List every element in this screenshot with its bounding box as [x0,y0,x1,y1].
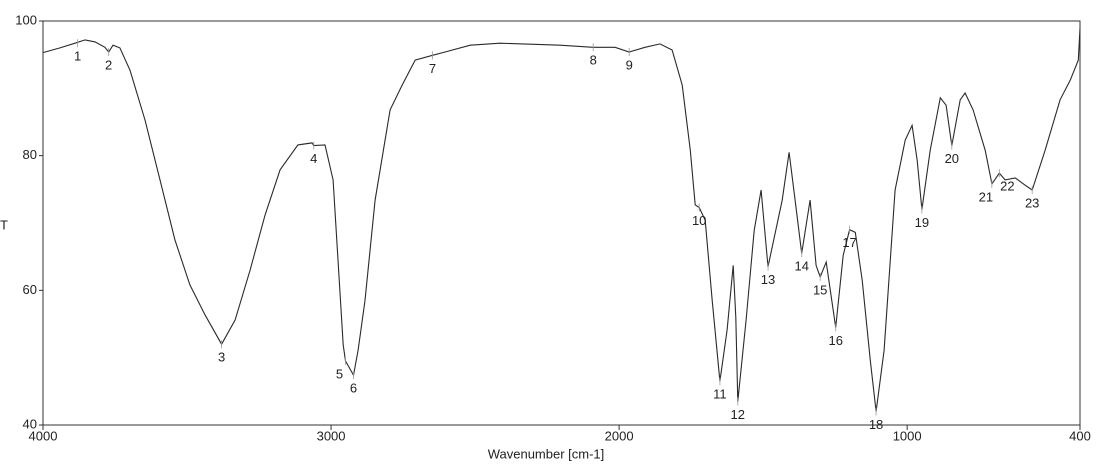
x-tick-label: 1000 [893,428,922,443]
y-axis-label: T [0,217,8,232]
peak-label: 17 [842,235,856,250]
peak-label: 9 [626,57,633,72]
peak-label: 8 [590,53,597,68]
peak-label: 16 [828,333,842,348]
peak-label: 15 [813,282,827,297]
peak-label: 19 [915,215,929,230]
peak-label: 1 [74,49,81,64]
plot-frame [42,20,1081,426]
x-tick-label: 2000 [605,428,634,443]
peak-label: 14 [795,259,809,274]
spectrum-line [42,28,1081,412]
peak-label: 6 [350,381,357,396]
y-tick-label: 100 [15,12,37,27]
peak-label: 7 [429,61,436,76]
y-tick-label: 60 [23,282,37,297]
peak-label: 13 [761,272,775,287]
peak-label: 5 [336,366,343,381]
x-tick-label: 3000 [317,428,346,443]
y-tick-label: 80 [23,147,37,162]
x-tick-label: 400 [1069,428,1091,443]
peak-label: 11 [713,387,727,402]
peak-label: 21 [979,189,993,204]
peak-label: 18 [869,417,883,432]
peak-label: 20 [945,151,959,166]
peak-label: 23 [1025,195,1039,210]
x-tick-label: 4000 [29,428,58,443]
peak-label: 10 [692,213,706,228]
y-tick-label: 40 [23,416,37,431]
peak-label: 3 [218,350,225,365]
peak-label: 22 [1000,179,1014,194]
peak-label: 4 [310,151,317,166]
peak-label: 12 [731,407,745,422]
x-axis-label: Wavenumber [cm-1] [488,446,605,461]
peak-label: 2 [105,57,112,72]
